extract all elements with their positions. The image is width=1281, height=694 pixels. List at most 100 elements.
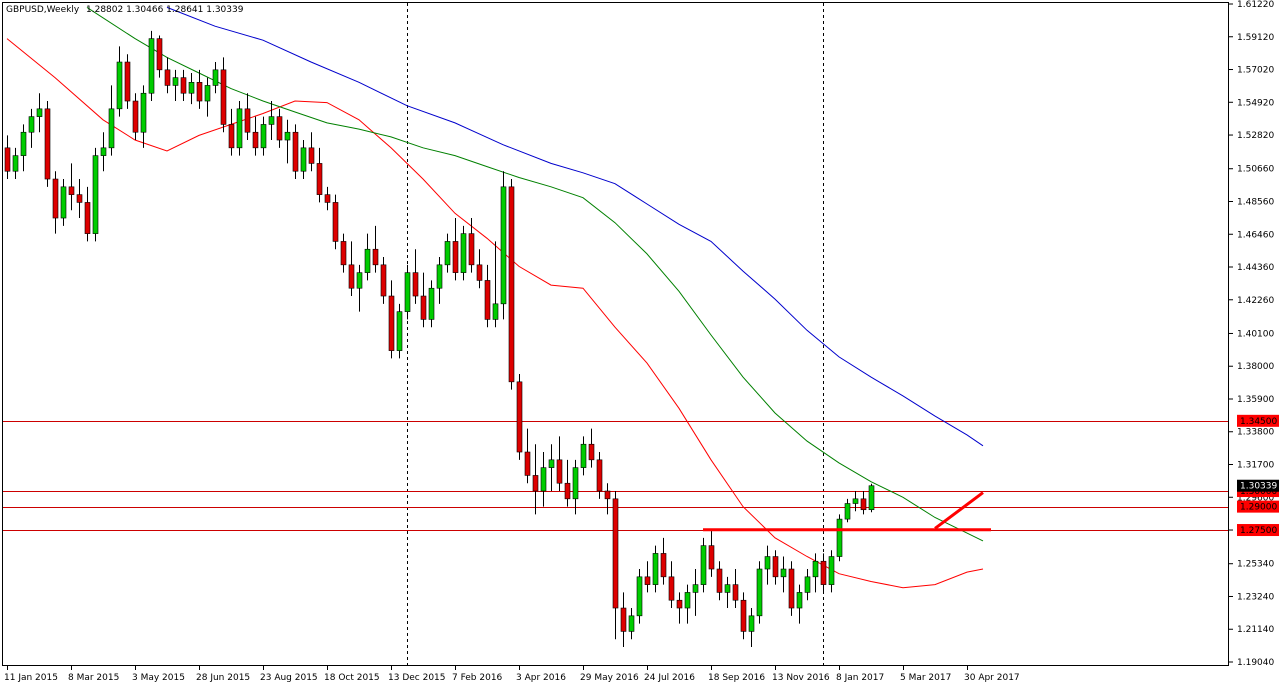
candle-35[interactable] [284,119,291,164]
candle-24[interactable] [196,69,203,109]
candle-56[interactable] [452,218,459,281]
candle-25[interactable] [204,77,211,117]
candle-101[interactable] [812,553,819,593]
candle-103[interactable] [828,550,835,593]
candle-76[interactable] [612,491,619,640]
candle-64[interactable] [516,374,523,460]
candle-32[interactable] [260,116,267,156]
candle-89[interactable] [716,561,723,601]
candle-84[interactable] [676,592,683,624]
candle-82[interactable] [660,537,667,585]
candle-71[interactable] [572,459,579,515]
candle-28[interactable] [228,108,235,156]
candle-86[interactable] [692,569,699,616]
candle-95[interactable] [764,545,771,585]
candle-53[interactable] [428,280,435,328]
candle-107[interactable] [860,491,867,515]
candle-94[interactable] [756,561,763,624]
candle-19[interactable] [156,35,163,78]
drawn-line-1[interactable] [934,491,984,530]
candle-15[interactable] [124,54,131,109]
candle-43[interactable] [348,241,355,297]
candle-12[interactable] [100,132,107,172]
candle-65[interactable] [524,428,531,484]
candle-11[interactable] [92,147,99,242]
candle-80[interactable] [644,561,651,593]
candle-106[interactable] [852,491,859,512]
candle-96[interactable] [772,550,779,585]
candle-49[interactable] [396,303,403,359]
candle-79[interactable] [636,569,643,624]
candle-67[interactable] [540,452,547,507]
candle-0[interactable] [4,135,11,180]
candle-2[interactable] [20,124,27,172]
candle-7[interactable] [60,179,67,226]
candle-27[interactable] [220,57,227,133]
candle-78[interactable] [628,608,635,640]
candle-105[interactable] [844,498,851,523]
candle-60[interactable] [484,264,491,328]
candle-91[interactable] [732,569,739,609]
candle-29[interactable] [236,101,243,156]
candle-97[interactable] [780,556,787,593]
candle-74[interactable] [596,452,603,499]
candle-21[interactable] [172,69,179,102]
candle-54[interactable] [436,257,443,304]
candle-38[interactable] [308,132,315,172]
candle-41[interactable] [332,194,339,250]
candle-47[interactable] [380,257,387,304]
candle-40[interactable] [324,186,331,211]
candle-59[interactable] [476,249,483,289]
candle-72[interactable] [580,436,587,476]
candle-75[interactable] [604,483,611,515]
candle-108[interactable] [868,483,875,513]
candle-39[interactable] [316,147,323,203]
candle-93[interactable] [748,608,755,648]
candle-6[interactable] [52,171,59,234]
candle-52[interactable] [420,272,427,328]
candle-8[interactable] [68,163,75,211]
candle-83[interactable] [668,561,675,609]
candle-10[interactable] [84,186,91,242]
candle-88[interactable] [708,530,715,577]
candle-5[interactable] [44,101,51,187]
candle-44[interactable] [356,264,363,312]
candle-1[interactable] [12,147,19,180]
candle-3[interactable] [28,108,35,148]
candle-63[interactable] [508,179,515,390]
candle-50[interactable] [404,264,411,320]
candle-37[interactable] [300,140,307,180]
candle-87[interactable] [700,537,707,593]
candle-48[interactable] [388,280,395,359]
candle-18[interactable] [148,30,155,102]
candle-61[interactable] [492,241,499,328]
candle-34[interactable] [276,108,283,148]
candle-9[interactable] [76,179,83,219]
candle-102[interactable] [820,553,827,593]
candle-42[interactable] [340,233,347,273]
candle-57[interactable] [460,225,467,281]
candle-4[interactable] [36,93,43,133]
candle-81[interactable] [652,545,659,593]
candle-100[interactable] [804,569,811,601]
candle-104[interactable] [836,514,843,562]
candle-58[interactable] [468,218,475,273]
candle-73[interactable] [588,428,595,468]
candle-77[interactable] [620,592,627,648]
candle-46[interactable] [372,225,379,273]
candle-68[interactable] [548,444,555,492]
candle-66[interactable] [532,444,539,515]
candle-16[interactable] [132,93,139,141]
candle-45[interactable] [364,233,371,281]
candle-99[interactable] [796,584,803,624]
candle-22[interactable] [180,69,187,102]
candle-33[interactable] [268,101,275,141]
candle-36[interactable] [292,124,299,180]
candle-31[interactable] [252,116,259,156]
candle-98[interactable] [788,561,795,616]
candle-70[interactable] [564,459,571,507]
candle-17[interactable] [140,85,147,148]
candle-90[interactable] [724,576,731,609]
candle-69[interactable] [556,436,563,492]
